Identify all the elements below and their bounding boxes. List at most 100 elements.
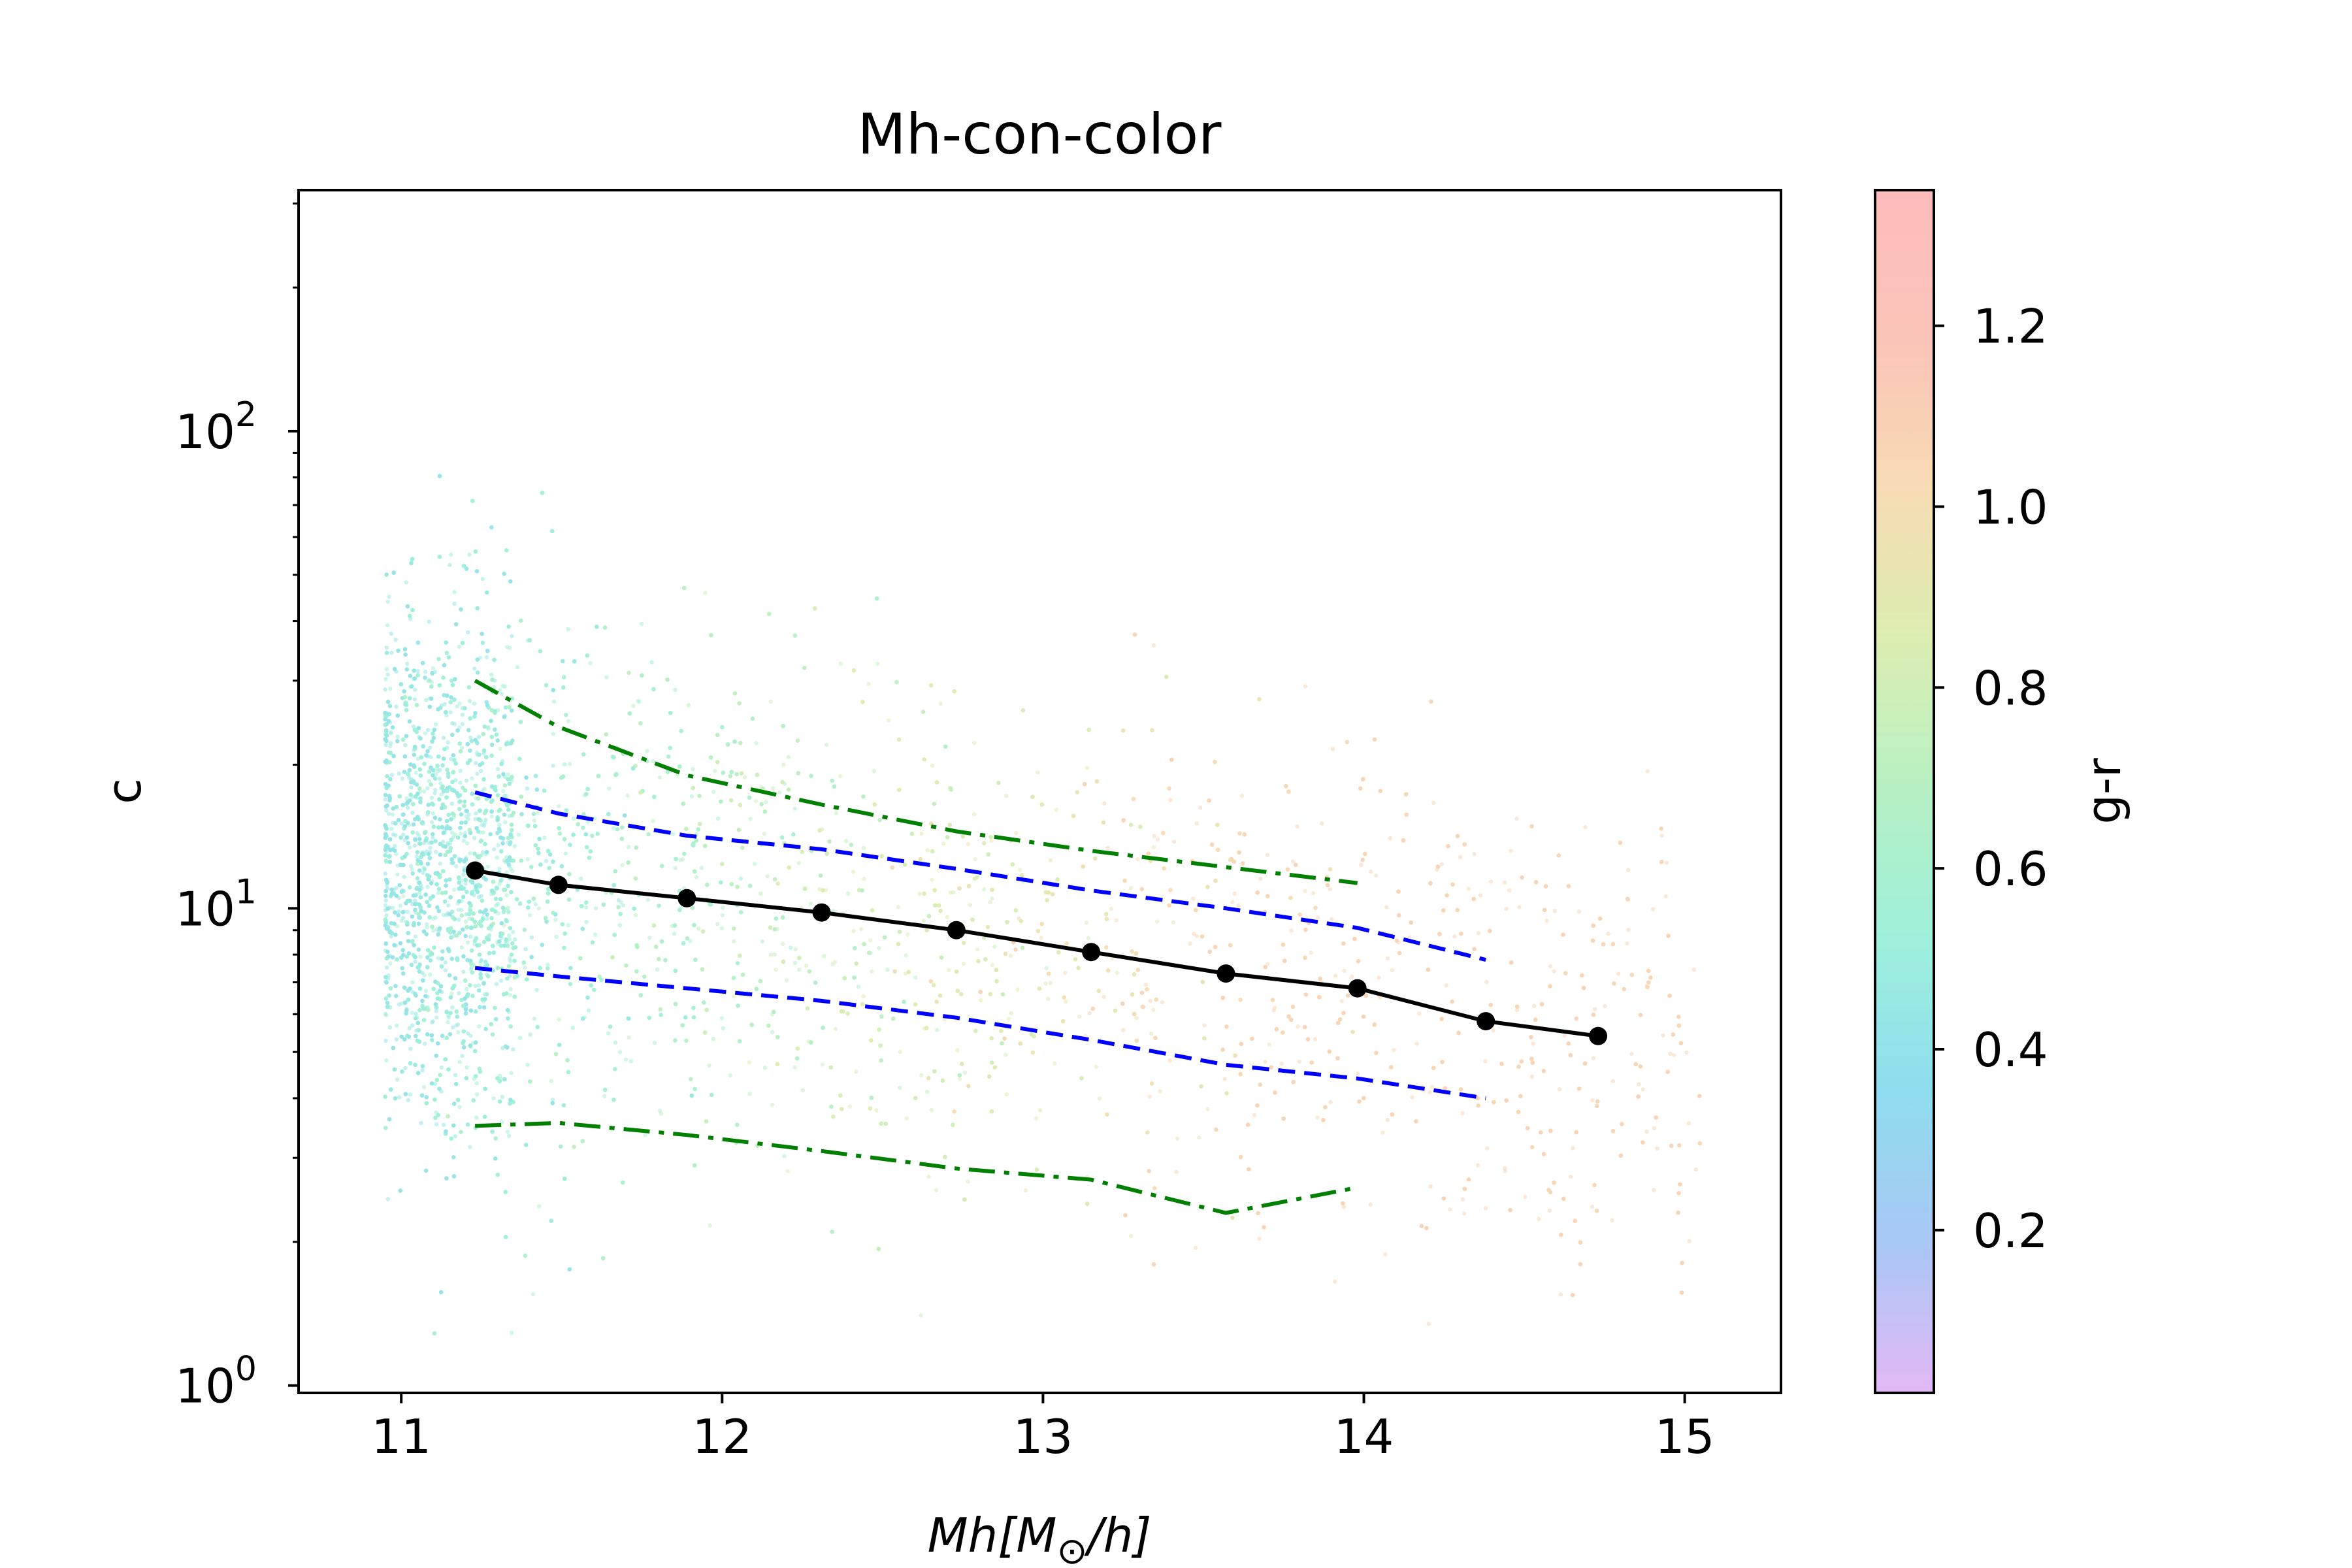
scatter-point	[395, 734, 400, 739]
scatter-point	[425, 786, 430, 791]
scatter-point	[410, 810, 415, 815]
scatter-point	[611, 826, 616, 830]
scatter-point	[438, 781, 443, 786]
scatter-point	[917, 892, 923, 896]
scatter-point	[968, 902, 973, 907]
scatter-point	[1063, 970, 1068, 975]
scatter-point	[509, 1071, 514, 1075]
scatter-point	[925, 848, 930, 853]
scatter-point	[1491, 1028, 1495, 1033]
scatter-point	[1369, 869, 1373, 874]
scatter-point	[1652, 1188, 1656, 1192]
scatter-point	[394, 704, 399, 709]
scatter-point	[1661, 1033, 1665, 1038]
scatter-point	[1279, 1061, 1284, 1066]
scatter-point	[1205, 1107, 1210, 1111]
scatter-point	[1687, 1239, 1691, 1243]
scatter-point	[587, 1008, 591, 1013]
scatter-point	[838, 774, 843, 779]
scatter-point	[449, 830, 455, 835]
scatter-point	[988, 900, 992, 905]
scatter-point	[1128, 1233, 1134, 1239]
scatter-point	[765, 874, 770, 879]
scatter-point	[696, 926, 701, 931]
scatter-point	[792, 1065, 797, 1070]
scatter-point	[399, 919, 404, 923]
scatter-point	[457, 701, 462, 706]
scatter-point	[410, 1023, 415, 1028]
scatter-point	[676, 773, 680, 778]
scatter-point	[566, 923, 570, 928]
scatter-point	[489, 814, 494, 819]
scatter-point	[1485, 1146, 1490, 1151]
scatter-point	[919, 1313, 923, 1318]
scatter-point	[1509, 849, 1513, 853]
scatter-point	[715, 922, 720, 926]
scatter-point	[431, 1019, 435, 1024]
scatter-point	[579, 876, 583, 881]
scatter-point	[456, 907, 461, 912]
scatter-point	[401, 894, 406, 898]
scatter-point	[431, 916, 436, 921]
scatter-point	[885, 968, 890, 972]
scatter-point	[495, 902, 500, 907]
scatter-point	[771, 786, 776, 791]
scatter-point	[1552, 909, 1557, 913]
scatter-point	[1531, 1041, 1535, 1046]
scatter-point	[554, 934, 559, 939]
scatter-point	[1547, 1208, 1552, 1213]
scatter-point	[451, 887, 457, 892]
scatter-point	[460, 1053, 465, 1058]
scatter-point	[1309, 951, 1313, 955]
scatter-point	[1671, 1053, 1676, 1058]
scatter-point	[463, 881, 468, 886]
scatter-point	[413, 959, 417, 964]
scatter-point	[387, 595, 391, 599]
scatter-point	[711, 789, 716, 794]
scatter-point	[1514, 1008, 1520, 1013]
scatter-point	[655, 967, 660, 972]
scatter-point	[391, 906, 395, 911]
scatter-point	[506, 772, 510, 777]
scatter-point	[620, 863, 625, 868]
scatter-point	[485, 917, 489, 921]
scatter-point	[647, 936, 652, 940]
scatter-point	[403, 743, 408, 747]
scatter-point	[972, 812, 977, 817]
scatter-point	[1263, 1059, 1267, 1064]
scatter-point	[919, 831, 924, 836]
scatter-point	[1289, 928, 1294, 933]
scatter-point	[566, 627, 570, 632]
scatter-point	[875, 661, 880, 666]
scatter-point	[430, 820, 434, 825]
scatter-point	[458, 780, 463, 785]
scatter-point	[508, 973, 512, 979]
scatter-point	[594, 906, 598, 911]
scatter-point	[532, 818, 536, 823]
scatter-point	[465, 841, 470, 846]
scatter-point	[423, 988, 429, 993]
scatter-point	[407, 1026, 412, 1031]
scatter-point	[1128, 886, 1134, 890]
scatter-point	[459, 945, 465, 950]
scatter-point	[817, 887, 822, 892]
scatter-point	[551, 732, 555, 736]
scatter-point	[408, 1092, 413, 1097]
scatter-point	[1271, 1008, 1277, 1013]
scatter-point	[929, 1107, 934, 1113]
scatter-point	[861, 994, 866, 999]
scatter-point	[1290, 859, 1296, 864]
scatter-point	[913, 975, 918, 980]
scatter-point	[474, 1115, 479, 1120]
scatter-point	[1034, 1116, 1039, 1121]
scatter-point	[1202, 1023, 1207, 1028]
scatter-point	[427, 779, 432, 783]
scatter-point	[412, 687, 417, 692]
scatter-point	[1257, 1236, 1262, 1241]
scatter-point	[1236, 904, 1241, 908]
scatter-point	[1230, 900, 1235, 905]
scatter-point	[1691, 968, 1696, 972]
scatter-point	[934, 1028, 939, 1032]
scatter-point	[570, 1026, 575, 1030]
scatter-point	[474, 811, 478, 816]
